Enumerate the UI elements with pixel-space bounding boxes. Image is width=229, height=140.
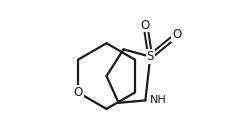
Text: O: O: [73, 86, 82, 99]
Text: S: S: [146, 50, 153, 63]
Text: NH: NH: [150, 95, 166, 105]
Text: O: O: [140, 18, 149, 32]
Text: O: O: [172, 28, 181, 41]
